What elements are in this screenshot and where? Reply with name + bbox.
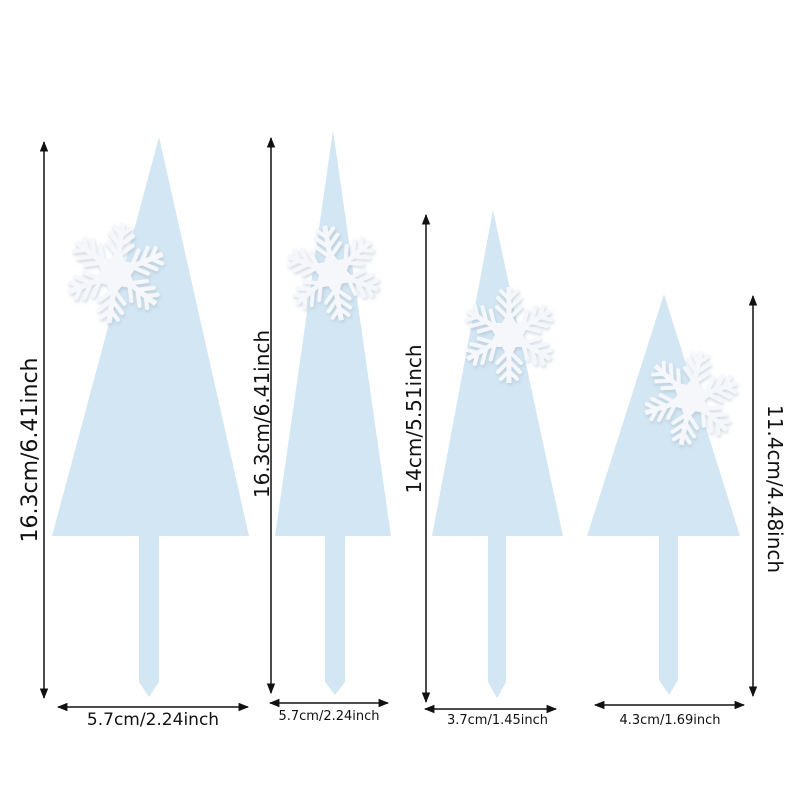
tree-body xyxy=(52,137,249,536)
width-label-2: 5.7cm/2.24inch xyxy=(278,709,380,724)
height-label-2: 16.3cm/6.41inch xyxy=(250,329,274,499)
tree-topper-3 xyxy=(432,210,563,698)
tree-stake xyxy=(325,536,345,695)
tree-topper-2 xyxy=(275,130,391,695)
tree-topper-1 xyxy=(52,137,249,697)
tree-stake xyxy=(139,536,159,697)
tree-stake xyxy=(659,536,678,695)
height-label-1: 16.3cm/6.41inch xyxy=(18,357,43,543)
tree-stake xyxy=(488,536,506,698)
height-label-3: 14cm/5.51inch xyxy=(402,344,426,494)
tree-topper-4 xyxy=(587,294,748,695)
width-label-3: 3.7cm/1.45inch xyxy=(446,713,549,728)
width-label-4: 4.3cm/1.69inch xyxy=(619,713,721,728)
height-label-4: 11.4cm/4.48inch xyxy=(763,404,787,574)
tree-body xyxy=(275,130,391,536)
width-label-1: 5.7cm/2.24inch xyxy=(86,710,220,730)
